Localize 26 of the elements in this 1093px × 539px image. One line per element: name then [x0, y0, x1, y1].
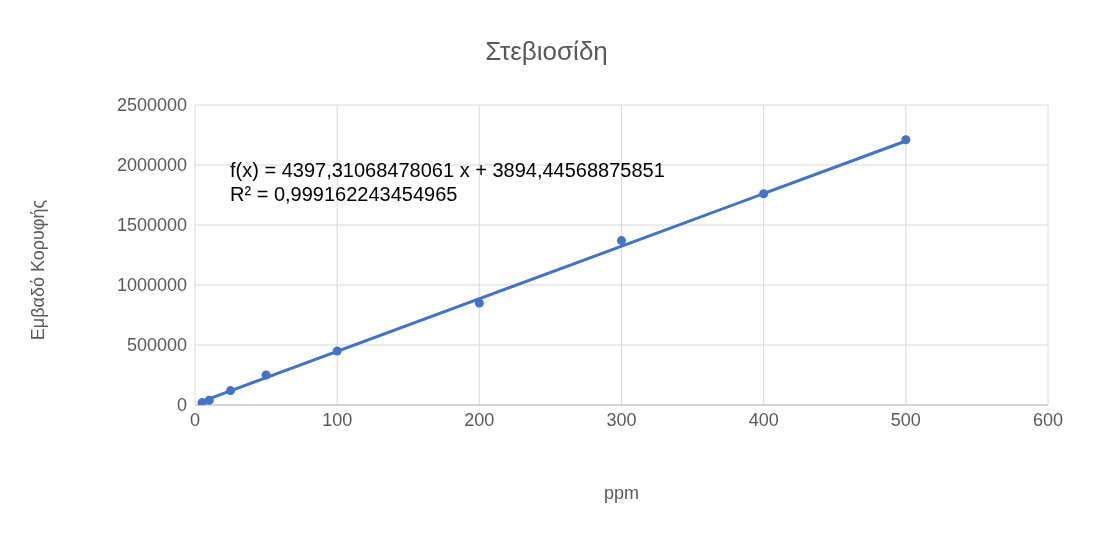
x-tick-label: 500 — [890, 409, 921, 430]
y-tick-label: 2000000 — [116, 155, 187, 176]
y-tick-label: 1000000 — [116, 275, 187, 296]
x-tick-label: 600 — [1032, 409, 1064, 430]
annotation: R² = 0,999162243454965 — [230, 182, 459, 206]
point — [261, 370, 271, 380]
annotation: f(x) = 4397,31068478061 x + 3894,44568875851 — [230, 158, 665, 182]
point — [226, 386, 236, 396]
x-axis-title: ppm — [603, 483, 640, 504]
x-tick-label: 0 — [189, 409, 201, 430]
y-tick-label: 1500000 — [116, 215, 187, 236]
x-tick-label: 300 — [606, 409, 637, 430]
point — [616, 236, 627, 246]
chart-title: Στεβιοσίδη — [484, 36, 609, 67]
point — [901, 135, 911, 145]
y-tick-label: 0 — [176, 395, 187, 416]
point — [332, 346, 342, 356]
x-tick-label: 100 — [322, 409, 353, 430]
y-tick-label: 2500000 — [116, 95, 187, 116]
x-tick-label: 200 — [464, 409, 495, 430]
point — [759, 189, 769, 199]
point — [204, 395, 214, 405]
x-tick-label: 400 — [748, 409, 779, 430]
y-tick-label: 500000 — [126, 335, 187, 356]
y-axis-title: Εμβαδό Κορυφής — [27, 199, 49, 341]
point — [474, 298, 484, 308]
